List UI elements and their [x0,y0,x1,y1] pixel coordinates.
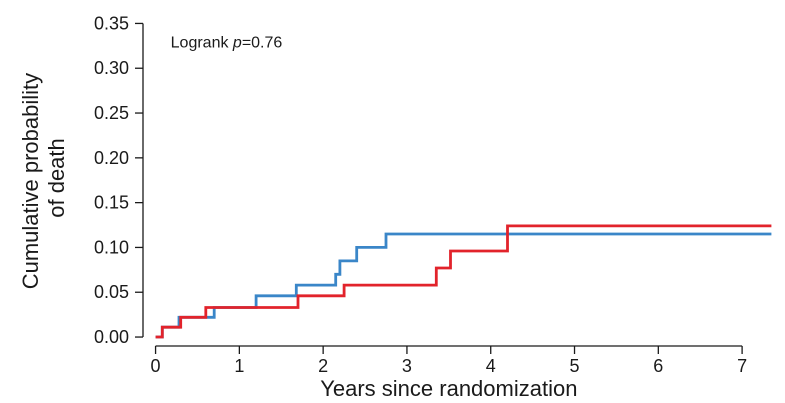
y-tick-label: 0.05 [94,282,129,302]
series-group [155,224,772,339]
y-tick-label: 0.25 [94,103,129,123]
x-tick-label: 5 [570,356,580,376]
y-axis-title-line-2: of death [44,138,69,218]
y-tick-label: 0.10 [94,237,129,257]
x-tick-label: 4 [486,356,496,376]
y-axis-title: Cumulative probability of death [18,67,69,290]
y-axis: 0.00 0.05 0.10 0.15 0.20 0.25 0.30 0.35 [94,13,144,347]
x-tick-label: 1 [234,356,244,376]
logrank-stat: p [232,34,242,51]
survival-curve-2 [155,224,772,339]
x-tick-label: 2 [318,356,328,376]
y-axis-title-line-1: Cumulative probability [18,73,43,289]
x-tick-label: 6 [653,356,663,376]
x-tick-label: 0 [151,356,161,376]
y-tick-label: 0.00 [94,327,129,347]
y-tick-label: 0.20 [94,148,129,168]
y-tick-label: 0.35 [94,13,129,33]
y-tick-label: 0.30 [94,58,129,78]
logrank-value: =0.76 [242,34,283,51]
logrank-prefix: Logrank [171,34,233,51]
y-tick-label: 0.15 [94,193,129,213]
survival-curve-1 [155,232,772,339]
x-tick-label: 7 [737,356,747,376]
x-axis: 0 1 2 3 4 5 6 7 [151,345,747,376]
x-axis-title: Years since randomization [320,376,577,401]
x-tick-label: 3 [402,356,412,376]
logrank-annotation: Logrank p=0.76 [171,34,283,51]
